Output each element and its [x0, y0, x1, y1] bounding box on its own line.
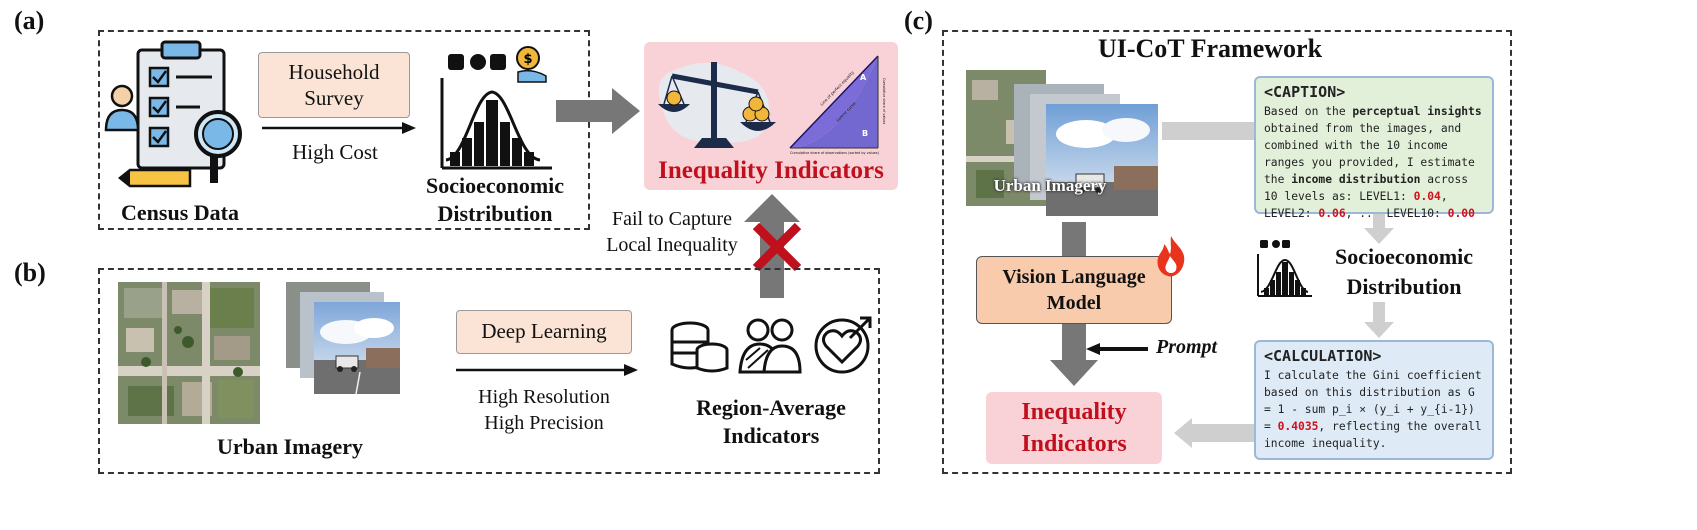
vlm-text: Vision Language Model — [1002, 266, 1146, 314]
urban-imagery-label-c: Urban Imagery — [993, 176, 1107, 195]
census-data-label: Census Data — [121, 200, 239, 225]
lorenz-a-label: A — [860, 73, 867, 82]
socio-dist-text-a: Socioeconomic Distribution — [425, 173, 565, 226]
fail-capture-label: Fail to Capture Local Inequality — [606, 208, 738, 256]
arrow-caption-to-imagery — [1162, 122, 1258, 140]
prompt-label: Prompt — [1156, 336, 1218, 358]
lorenz-x-axis: Cumulative share of observations (sorted… — [790, 151, 880, 155]
arrow-imagery-to-vlm — [1062, 222, 1086, 256]
vlm-box — [976, 256, 1172, 324]
lorenz-curve-chart: A B Line of perfect equality Lorenz curv… — [789, 55, 886, 155]
lorenz-b-label: B — [862, 129, 868, 138]
inequality-box-c — [986, 392, 1162, 464]
arrow-deep-learning — [456, 364, 638, 376]
calculation-box: <CALCULATION> I calculate the Gini coeff… — [1254, 340, 1494, 460]
calculation-header: <CALCULATION> — [1264, 347, 1382, 365]
inequality-label-c: Inequality Indicators — [986, 396, 1162, 460]
money-bag-icon: $ — [516, 46, 547, 83]
socio-dist-text-c: Socioeconomic Distribution — [1334, 244, 1474, 299]
clipboard-icon — [104, 40, 242, 188]
lorenz-y-axis: Cumulative share of values — [882, 78, 886, 125]
panel-c — [942, 30, 1512, 474]
panel-a-label: (a) — [14, 6, 45, 35]
inequality-label-a: Inequality Indicators — [658, 157, 884, 184]
coins-stack-icon — [670, 321, 729, 373]
distribution-chart-icon: $ — [440, 46, 552, 170]
region-average-text: Region-Average Indicators — [696, 395, 846, 448]
framework-title: UI-CoT Framework — [1097, 34, 1323, 63]
inequality-text-c: Inequality Indicators — [1021, 399, 1127, 457]
high-cost-label: High Cost — [292, 140, 378, 164]
people-group-icon — [738, 318, 802, 374]
panel-b — [98, 268, 880, 474]
satellite-image — [118, 282, 260, 424]
svg-text:$: $ — [523, 52, 532, 67]
high-resolution-label: High Resolution — [478, 386, 610, 408]
vlm-label: Vision Language Model — [986, 264, 1162, 316]
caption-header: <CAPTION> — [1264, 83, 1346, 101]
socio-dist-label-c: Socioeconomic Distribution — [1316, 242, 1492, 302]
distribution-chart-icon-c — [1257, 240, 1312, 297]
urban-imagery-label-b: Urban Imagery — [216, 434, 364, 459]
urban-imagery-stack — [966, 70, 1158, 216]
arrow-to-inequality — [556, 88, 640, 134]
arrow-vlm-to-inequality — [1050, 324, 1098, 386]
household-survey-box: Household Survey — [258, 52, 410, 118]
arrow-calc-to-inequality — [1174, 418, 1254, 448]
calculation-text: I calculate the Gini coefficient based o… — [1264, 369, 1482, 450]
arrow-caption-to-socio — [1364, 214, 1394, 244]
socio-dist-label-a: Socioeconomic Distribution — [400, 172, 590, 228]
arrow-prompt — [1086, 343, 1148, 355]
deep-learning-box: Deep Learning — [456, 310, 632, 354]
arrow-socio-to-calc — [1364, 302, 1394, 338]
balance-scale-icon — [658, 62, 776, 148]
magnifier-icon — [194, 110, 242, 183]
flame-icon — [1157, 236, 1185, 277]
household-survey-label: Household Survey — [288, 60, 380, 110]
pencil-icon — [117, 168, 192, 188]
street-view-image — [286, 282, 400, 395]
panel-c-label: (c) — [904, 6, 933, 35]
panel-a — [98, 30, 590, 230]
caption-text: Based on the perceptual insights obtaine… — [1264, 105, 1482, 220]
arrow-survey — [262, 122, 416, 134]
panel-b-label: (b) — [14, 258, 46, 287]
red-cross-icon — [752, 222, 802, 272]
deep-learning-label: Deep Learning — [481, 319, 607, 343]
region-average-label: Region-Average Indicators — [666, 394, 876, 450]
heart-target-icon — [814, 316, 872, 374]
high-precision-label: High Precision — [484, 412, 604, 434]
caption-box: <CAPTION> Based on the perceptual insigh… — [1254, 76, 1494, 220]
